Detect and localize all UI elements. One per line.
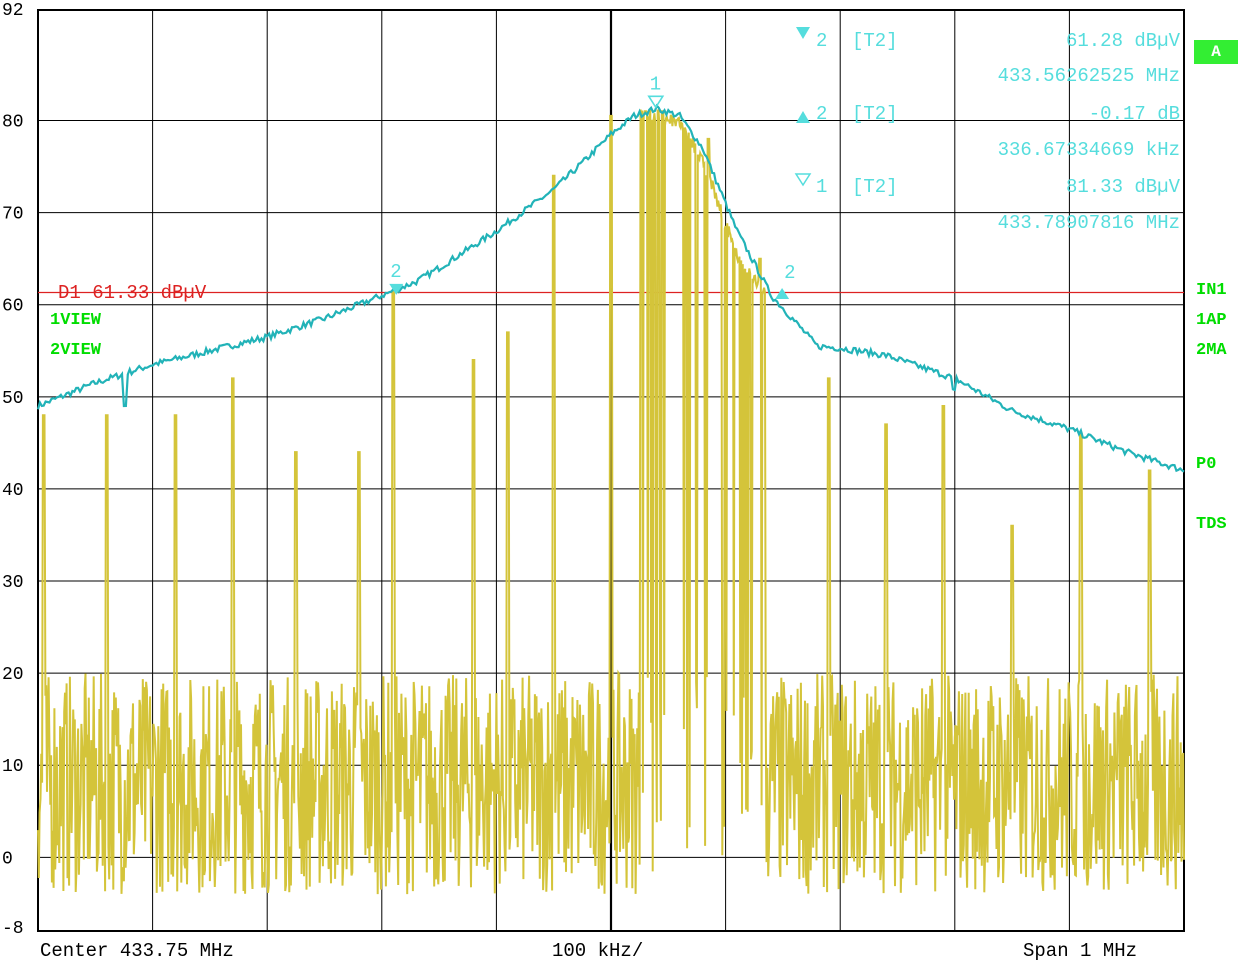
marker-1-symbol (647, 95, 665, 109)
trace-2-line (36, 103, 1185, 473)
y-tick-label: 60 (2, 297, 24, 317)
tds-label: TDS (1196, 515, 1227, 534)
trace-2-view-label: 2VIEW (50, 341, 102, 360)
m2-freq: 433.56262525 MHz (998, 65, 1180, 87)
m1-level: 81.33 dBµV (1066, 176, 1181, 198)
d2-freq: 336.67334669 kHz (998, 139, 1180, 161)
trace-markers: 1 2 2 (389, 73, 796, 300)
y-axis-ticks: -8 0 10 20 30 40 50 60 70 80 92 (2, 1, 24, 939)
trace-1-view-label: 1VIEW (50, 311, 102, 330)
d2-trace: [T2] (852, 103, 898, 125)
m2-trace: [T2] (852, 30, 898, 52)
d2-label: 2 (816, 103, 827, 125)
span: Span 1 MHz (1023, 940, 1138, 962)
y-tick-label: 0 (2, 849, 13, 869)
input-1-label: IN1 (1196, 281, 1227, 300)
y-tick-label: 50 (2, 389, 24, 409)
trace-marker-label: 1 (650, 73, 661, 95)
marker-2-symbol (389, 283, 404, 295)
y-tick-label: 70 (2, 205, 24, 225)
delta-2-symbol (775, 288, 790, 300)
center-frequency: Center 433.75 MHz (40, 940, 234, 962)
span-per-division: 100 kHz/ (552, 940, 644, 962)
trace-1-ap-label: 1AP (1196, 311, 1227, 330)
m1-label: 1 (816, 176, 827, 198)
preamp-label: P0 (1196, 455, 1217, 474)
m1-trace: [T2] (852, 176, 898, 198)
y-tick-label: 10 (2, 757, 24, 777)
display-line-label: D1 61.33 dBµV (58, 282, 207, 304)
delta-2-icon (796, 111, 810, 123)
marker-1-icon (794, 173, 812, 187)
y-tick-label: 80 (2, 113, 24, 133)
trace-a-badge: A (1194, 40, 1238, 64)
m2-label: 2 (816, 30, 827, 52)
trace-1-line (37, 109, 1185, 895)
y-tick-label: -8 (2, 919, 24, 939)
y-tick-label: 20 (2, 665, 24, 685)
y-tick-label: 40 (2, 481, 24, 501)
trace-marker-label: 2 (390, 261, 401, 283)
trace-2-ma-label: 2MA (1196, 341, 1227, 360)
m1-freq: 433.78907816 MHz (998, 212, 1180, 234)
trace-marker-label: 2 (784, 262, 795, 284)
y-tick-label: 30 (2, 573, 24, 593)
marker-info: 2 [T2] 61.28 dBµV 433.56262525 MHz 2 [T2… (794, 27, 1181, 234)
d2-level: -0.17 dB (1089, 103, 1180, 125)
marker-2-icon (796, 27, 810, 39)
m2-level: 61.28 dBµV (1066, 30, 1181, 52)
y-tick-label: 92 (2, 1, 24, 21)
